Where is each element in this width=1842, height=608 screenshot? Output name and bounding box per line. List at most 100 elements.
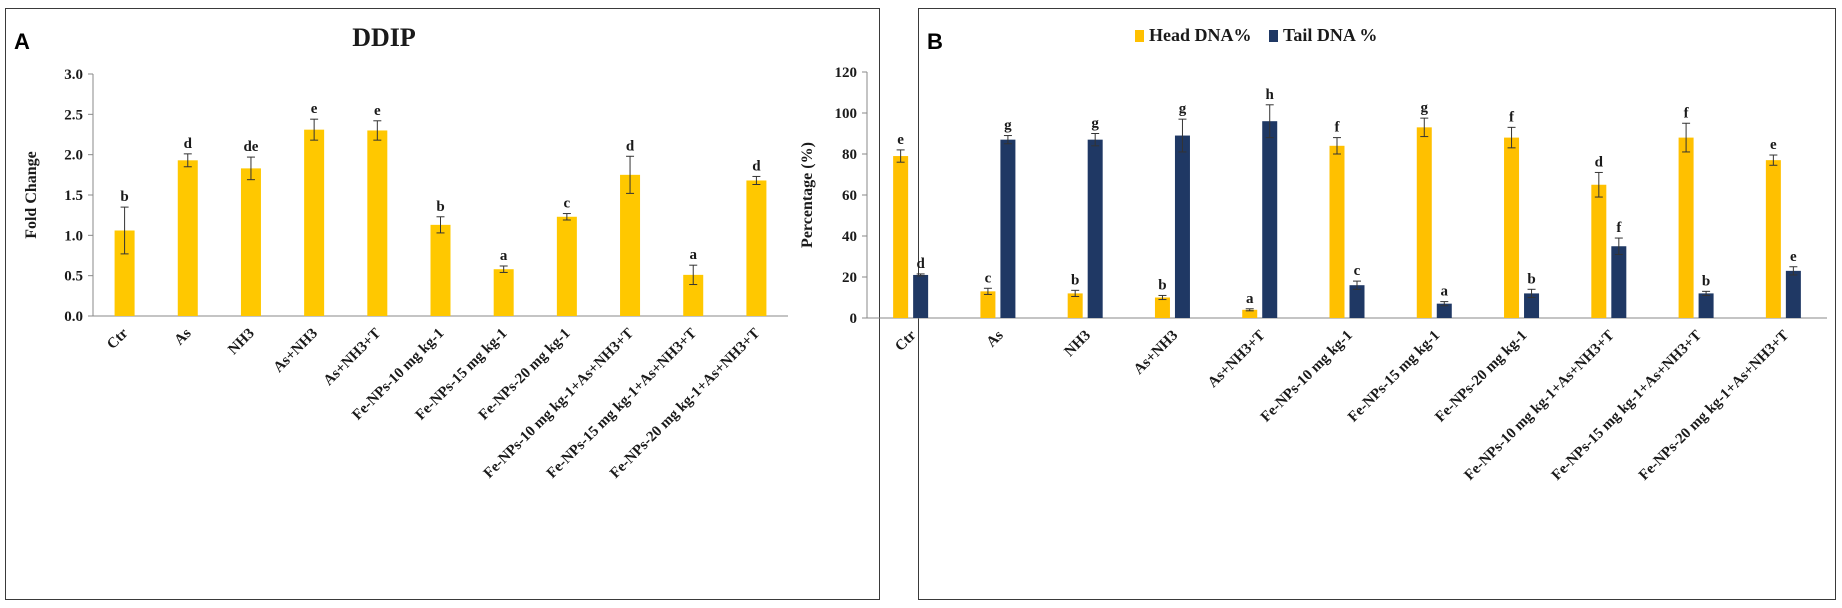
significance-letter: b xyxy=(120,189,128,205)
y-tick-label: 0.0 xyxy=(64,309,83,325)
bar xyxy=(1524,293,1540,318)
legend-label: Head DNA% xyxy=(1149,25,1252,45)
significance-letter: g xyxy=(1091,116,1099,132)
y-tick-label: 1.5 xyxy=(64,188,83,204)
bar xyxy=(1504,137,1520,318)
significance-letter: c xyxy=(985,270,992,286)
significance-letter: b xyxy=(1527,271,1535,287)
bar xyxy=(620,174,641,316)
significance-letter: a xyxy=(1441,284,1449,300)
significance-letter: d xyxy=(184,136,193,152)
significance-letter: b xyxy=(1071,272,1079,288)
significance-letter: a xyxy=(1246,291,1254,307)
y-tick-label: 20 xyxy=(842,270,857,286)
significance-letter: de xyxy=(243,139,258,155)
y-axis-title: Fold Change xyxy=(23,151,40,239)
x-tick-label: NH3 xyxy=(1061,328,1094,361)
significance-letter: d xyxy=(1595,154,1604,170)
bar xyxy=(493,269,514,316)
bar xyxy=(1242,309,1258,318)
panel-a-label: A xyxy=(14,29,30,54)
y-tick-label: 3.0 xyxy=(64,67,83,83)
significance-letter: d xyxy=(626,138,635,154)
x-tick-label: Ctr xyxy=(892,327,919,354)
bar xyxy=(1087,139,1103,318)
bar xyxy=(114,230,135,316)
y-tick-label: 40 xyxy=(842,229,857,245)
bar xyxy=(177,160,198,316)
x-tick-label: As xyxy=(984,327,1007,350)
significance-letter: g xyxy=(1004,118,1012,134)
y-tick-label: 0 xyxy=(850,311,858,327)
significance-letter: e xyxy=(311,101,318,117)
y-axis-title: Percentage (%) xyxy=(799,142,816,248)
bar xyxy=(1785,270,1801,318)
x-tick-label: As+NH3 xyxy=(1131,328,1181,378)
legend-swatch xyxy=(1269,30,1278,42)
y-tick-label: 2.0 xyxy=(64,148,83,164)
x-tick-label: Fe-NPs-10 mg kg-1 xyxy=(1258,328,1356,426)
significance-letter: f xyxy=(1335,120,1341,136)
bar xyxy=(1329,145,1345,318)
bar xyxy=(1416,127,1432,318)
legend-label: Tail DNA % xyxy=(1283,25,1377,45)
bar xyxy=(1436,303,1452,318)
bar xyxy=(746,180,767,316)
significance-letter: c xyxy=(564,196,571,212)
bar xyxy=(1067,293,1083,318)
chart-title: DDIP xyxy=(352,23,416,52)
significance-letter: f xyxy=(1509,109,1515,125)
bar xyxy=(1611,246,1627,318)
significance-letter: h xyxy=(1266,87,1275,103)
significance-letter: e xyxy=(897,132,904,148)
legend-swatch xyxy=(1135,30,1144,42)
bar xyxy=(1000,139,1016,318)
y-tick-label: 2.5 xyxy=(64,107,83,123)
y-tick-label: 100 xyxy=(835,106,858,122)
significance-letter: e xyxy=(1790,249,1797,265)
bar xyxy=(1678,137,1694,318)
bar xyxy=(367,130,388,316)
x-tick-label: Fe-NPs-10 mg kg-1+As+NH3+T xyxy=(1462,328,1618,484)
x-tick-label: Fe-NPs-15 mg kg-1 xyxy=(1345,328,1443,426)
significance-letter: b xyxy=(436,199,444,215)
bar xyxy=(893,156,909,318)
bar xyxy=(980,291,996,318)
significance-letter: d xyxy=(916,256,925,272)
significance-letter: c xyxy=(1354,263,1361,279)
significance-letter: d xyxy=(752,158,761,174)
x-tick-label: Fe-NPs-20 mg kg-1 xyxy=(1432,328,1530,426)
y-tick-label: 0.5 xyxy=(64,269,83,285)
panel-b-label: B xyxy=(927,29,943,54)
bar xyxy=(1698,293,1714,318)
significance-letter: g xyxy=(1179,101,1187,117)
bar xyxy=(683,274,704,316)
x-tick-label: As+NH3+T xyxy=(1205,328,1268,391)
x-tick-label: Fe-NPs-15 mg kg-1+As+NH3+T xyxy=(1549,328,1705,484)
significance-letter: b xyxy=(1158,277,1166,293)
bar xyxy=(1765,160,1781,318)
y-tick-label: 80 xyxy=(842,147,857,163)
bar xyxy=(1174,135,1190,318)
y-tick-label: 120 xyxy=(835,65,858,81)
y-tick-label: 60 xyxy=(842,188,857,204)
significance-letter: g xyxy=(1421,100,1429,116)
bar xyxy=(1591,184,1607,318)
significance-letter: e xyxy=(374,103,381,119)
bar xyxy=(1349,285,1365,318)
significance-letter: b xyxy=(1702,273,1710,289)
bar xyxy=(240,168,261,316)
y-tick-label: 1.0 xyxy=(64,228,83,244)
bar xyxy=(304,129,325,316)
bar xyxy=(556,216,577,316)
bar xyxy=(430,224,451,316)
significance-letter: a xyxy=(689,247,697,263)
significance-letter: f xyxy=(1684,105,1690,121)
bar xyxy=(1262,121,1278,318)
bar xyxy=(913,274,929,318)
x-tick-label: Fe-NPs-20 mg kg-1+As+NH3+T xyxy=(1636,328,1792,484)
bar xyxy=(1154,297,1170,318)
significance-letter: f xyxy=(1616,220,1622,236)
